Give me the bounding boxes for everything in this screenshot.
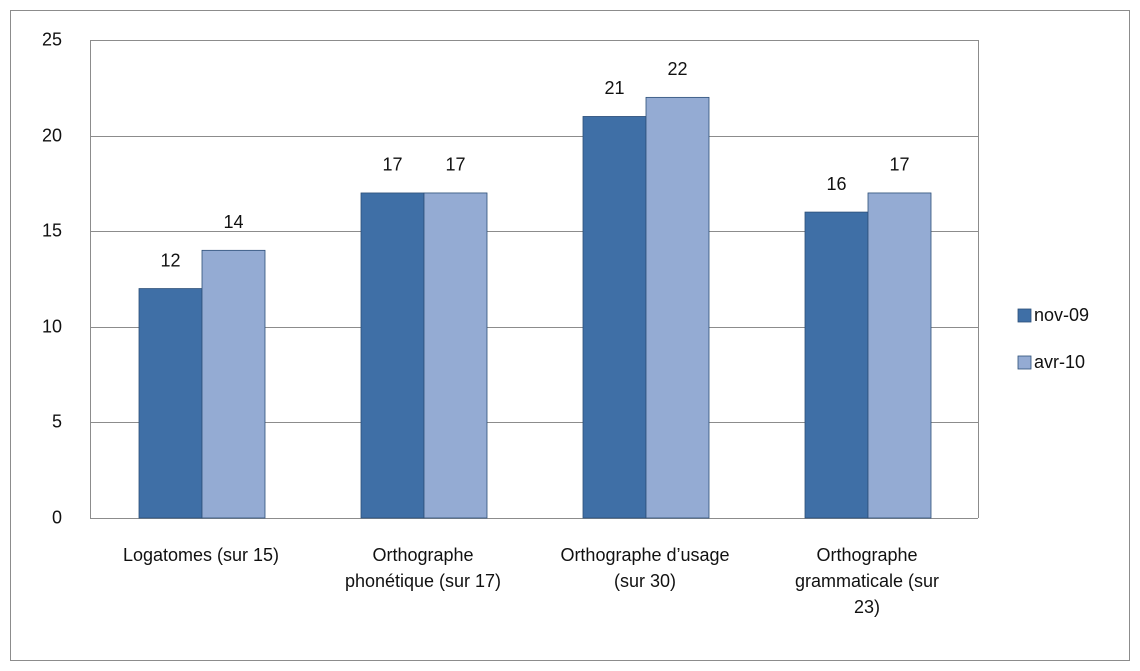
data-label: 12 bbox=[160, 250, 180, 270]
data-label: 17 bbox=[445, 155, 465, 175]
data-label: 17 bbox=[889, 155, 909, 175]
y-tick-label: 20 bbox=[42, 125, 62, 145]
bar bbox=[201, 249, 266, 519]
y-tick-label: 10 bbox=[42, 316, 62, 336]
x-tick-label: Logatomes (sur 15) bbox=[123, 545, 279, 565]
data-label: 16 bbox=[826, 174, 846, 194]
data-label: 17 bbox=[382, 155, 402, 175]
y-tick-label: 25 bbox=[42, 29, 62, 49]
bar bbox=[138, 288, 203, 519]
x-tick-label: Orthographe grammaticale (sur 23) bbox=[795, 545, 939, 617]
bar bbox=[867, 192, 932, 519]
y-tick-label: 15 bbox=[42, 220, 62, 240]
legend-swatch bbox=[1017, 308, 1032, 323]
x-tick-label: Orthographe d’usage (sur 30) bbox=[560, 545, 729, 591]
bar bbox=[360, 192, 425, 519]
legend-label: nov-09 bbox=[1034, 305, 1089, 325]
data-label: 21 bbox=[604, 78, 624, 98]
x-tick-label: Orthographe phonétique (sur 17) bbox=[345, 545, 501, 591]
bar bbox=[582, 116, 647, 519]
y-tick-label: 5 bbox=[52, 411, 62, 431]
bar bbox=[804, 211, 869, 519]
legend-label: avr-10 bbox=[1034, 352, 1085, 372]
data-label: 22 bbox=[667, 59, 687, 79]
y-tick-label: 0 bbox=[52, 507, 62, 527]
bar bbox=[423, 192, 488, 519]
bar bbox=[645, 96, 710, 519]
legend-swatch bbox=[1017, 355, 1032, 370]
data-label: 14 bbox=[223, 212, 243, 232]
